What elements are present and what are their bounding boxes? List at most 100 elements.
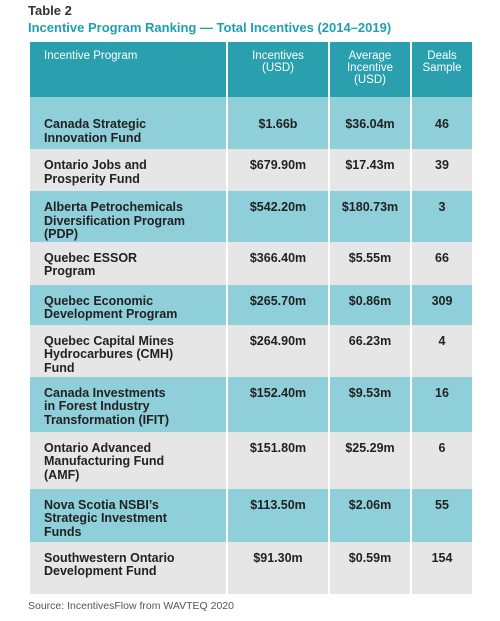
value-cell: 39 <box>410 149 474 191</box>
value-cell: $265.70m <box>226 284 330 325</box>
cell-text: $25.29m <box>345 440 395 455</box>
cell-text: $366.40m <box>249 250 307 265</box>
value-cell: $1.66b <box>226 108 330 149</box>
cell-text: $180.73m <box>341 200 399 214</box>
cell-text: 4 <box>438 333 446 348</box>
program-cell: Canada Investments in Forest Industry Tran… <box>28 376 228 432</box>
cell-text: 6 <box>438 440 446 455</box>
text-line: Innovation Fund <box>44 130 142 145</box>
value-cell: 16 <box>410 376 474 432</box>
value-cell: $25.29m <box>328 431 412 489</box>
value-cell: 6 <box>410 431 474 489</box>
text-line: Average <box>348 50 392 62</box>
text-line: (PDP) <box>44 227 79 241</box>
text-line: Strategic Investment <box>44 511 167 525</box>
column-header: Incentive Program <box>28 42 228 97</box>
column-header: Incentives (USD) <box>226 42 330 97</box>
cell-text: $151.80m <box>249 440 307 455</box>
program-cell: Quebec Economic Development Program <box>28 284 228 325</box>
cell-text: $91.30m <box>253 550 303 565</box>
text-line: Quebec Capital Mines <box>44 333 174 348</box>
text-line: Ontario Jobs and <box>44 158 147 172</box>
text-line: Alberta Petrochemicals <box>44 200 183 214</box>
cell-text: 46 <box>435 117 449 131</box>
text-line: Prosperity Fund <box>44 171 140 186</box>
text-line: Canada Strategic <box>44 117 147 131</box>
text-line: Incentive Program <box>44 50 138 62</box>
table-row: Alberta Petrochemicals Diversification Pr… <box>28 191 474 242</box>
cell-text: $265.70m <box>249 293 307 308</box>
text-line: Sample <box>422 62 462 74</box>
cell-text: 16 <box>435 385 449 400</box>
cell-text: $36.04m <box>345 117 395 131</box>
program-cell: Quebec Capital Mines Hydrocarbures (CMH) F… <box>28 324 228 377</box>
table-title: Incentive Program Ranking — Total Incent… <box>28 20 392 35</box>
text-line: Fund <box>44 360 75 375</box>
cell-text: $0.59m <box>348 550 392 565</box>
text-line: Incentives <box>252 50 304 62</box>
cell-text: 66 <box>435 250 449 265</box>
text-line: (USD) <box>262 62 294 74</box>
cell-text: $9.53m <box>348 385 392 400</box>
table-row: Southwestern Ontario Development Fund $91.… <box>28 541 474 594</box>
text-line: Southwestern Ontario <box>44 550 175 565</box>
text-line: Deals <box>427 50 457 62</box>
cell-text: $1.66b <box>258 117 298 131</box>
text-line: (AMF) <box>44 467 80 482</box>
value-cell: $17.43m <box>328 149 412 191</box>
program-cell: Canada Strategic Innovation Fund <box>28 108 228 149</box>
text-line: Transformation (IFIT) <box>44 412 169 427</box>
cell-text: 3 <box>438 200 446 214</box>
table-row: Nova Scotia NSBI’s Strategic Investment Fu… <box>28 488 474 542</box>
value-cell: $0.59m <box>328 541 412 594</box>
header-row: Incentive Program Incentives (USD) Average I… <box>28 42 474 97</box>
cell-text: $542.20m <box>249 200 307 214</box>
value-cell: $113.50m <box>226 488 330 542</box>
value-cell: 66 <box>410 241 474 285</box>
cell-text: $264.90m <box>249 333 307 348</box>
cell-text: $679.90m <box>249 158 307 172</box>
value-cell: $151.80m <box>226 431 330 489</box>
program-cell: Southwestern Ontario Development Fund <box>28 541 228 594</box>
cell-text: $2.06m <box>348 497 392 512</box>
value-cell: $366.40m <box>226 241 330 285</box>
cell-text: 309 <box>431 293 453 308</box>
program-cell: Quebec ESSOR Program <box>28 241 228 285</box>
cell-text: $0.86m <box>348 293 392 308</box>
value-cell: $264.90m <box>226 324 330 377</box>
value-cell: $679.90m <box>226 149 330 191</box>
program-cell: Nova Scotia NSBI’s Strategic Investment Fu… <box>28 488 228 542</box>
text-line: Manufacturing Fund <box>44 454 165 468</box>
text-line: Funds <box>44 524 82 539</box>
source-note: Source: IncentivesFlow from WAVTEQ 2020 <box>28 600 234 612</box>
program-cell: Ontario Jobs and Prosperity Fund <box>28 149 228 191</box>
value-cell: $0.86m <box>328 284 412 325</box>
cell-text: 55 <box>435 497 449 512</box>
column-header: Average Incentive (USD) <box>328 42 412 97</box>
text-line: Nova Scotia NSBI’s <box>44 497 159 512</box>
value-cell: $5.55m <box>328 241 412 285</box>
cell-text: $5.55m <box>348 250 392 265</box>
value-cell: $91.30m <box>226 541 330 594</box>
value-cell: $9.53m <box>328 376 412 432</box>
value-cell: $180.73m <box>328 191 412 242</box>
cell-text: $152.40m <box>249 385 307 400</box>
text-line: Diversification Program <box>44 213 186 228</box>
table-row: Quebec ESSOR Program $366.40m $5.55m 66 <box>28 241 474 285</box>
value-cell: $542.20m <box>226 191 330 242</box>
cell-text: $17.43m <box>345 158 395 172</box>
table-row: Ontario Jobs and Prosperity Fund $679.90m $… <box>28 149 474 191</box>
text-line: Canada Investments <box>44 385 166 400</box>
value-cell: $152.40m <box>226 376 330 432</box>
table-row: Canada Investments in Forest Industry Tran… <box>28 376 474 432</box>
table-row: Quebec Economic Development Program $265.7… <box>28 284 474 325</box>
table-row: Canada Strategic Innovation Fund $1.66b $36… <box>28 108 474 149</box>
program-cell: Ontario Advanced Manufacturing Fund (AMF) <box>28 431 228 489</box>
table: Incentive Program Incentives (USD) Average I… <box>28 42 474 594</box>
text-line: Ontario Advanced <box>44 440 152 455</box>
value-cell: 66.23m <box>328 324 412 377</box>
cell-text: 66.23m <box>348 333 392 348</box>
table-label: Table 2 <box>28 3 72 18</box>
text-line: Development Program <box>44 307 178 321</box>
